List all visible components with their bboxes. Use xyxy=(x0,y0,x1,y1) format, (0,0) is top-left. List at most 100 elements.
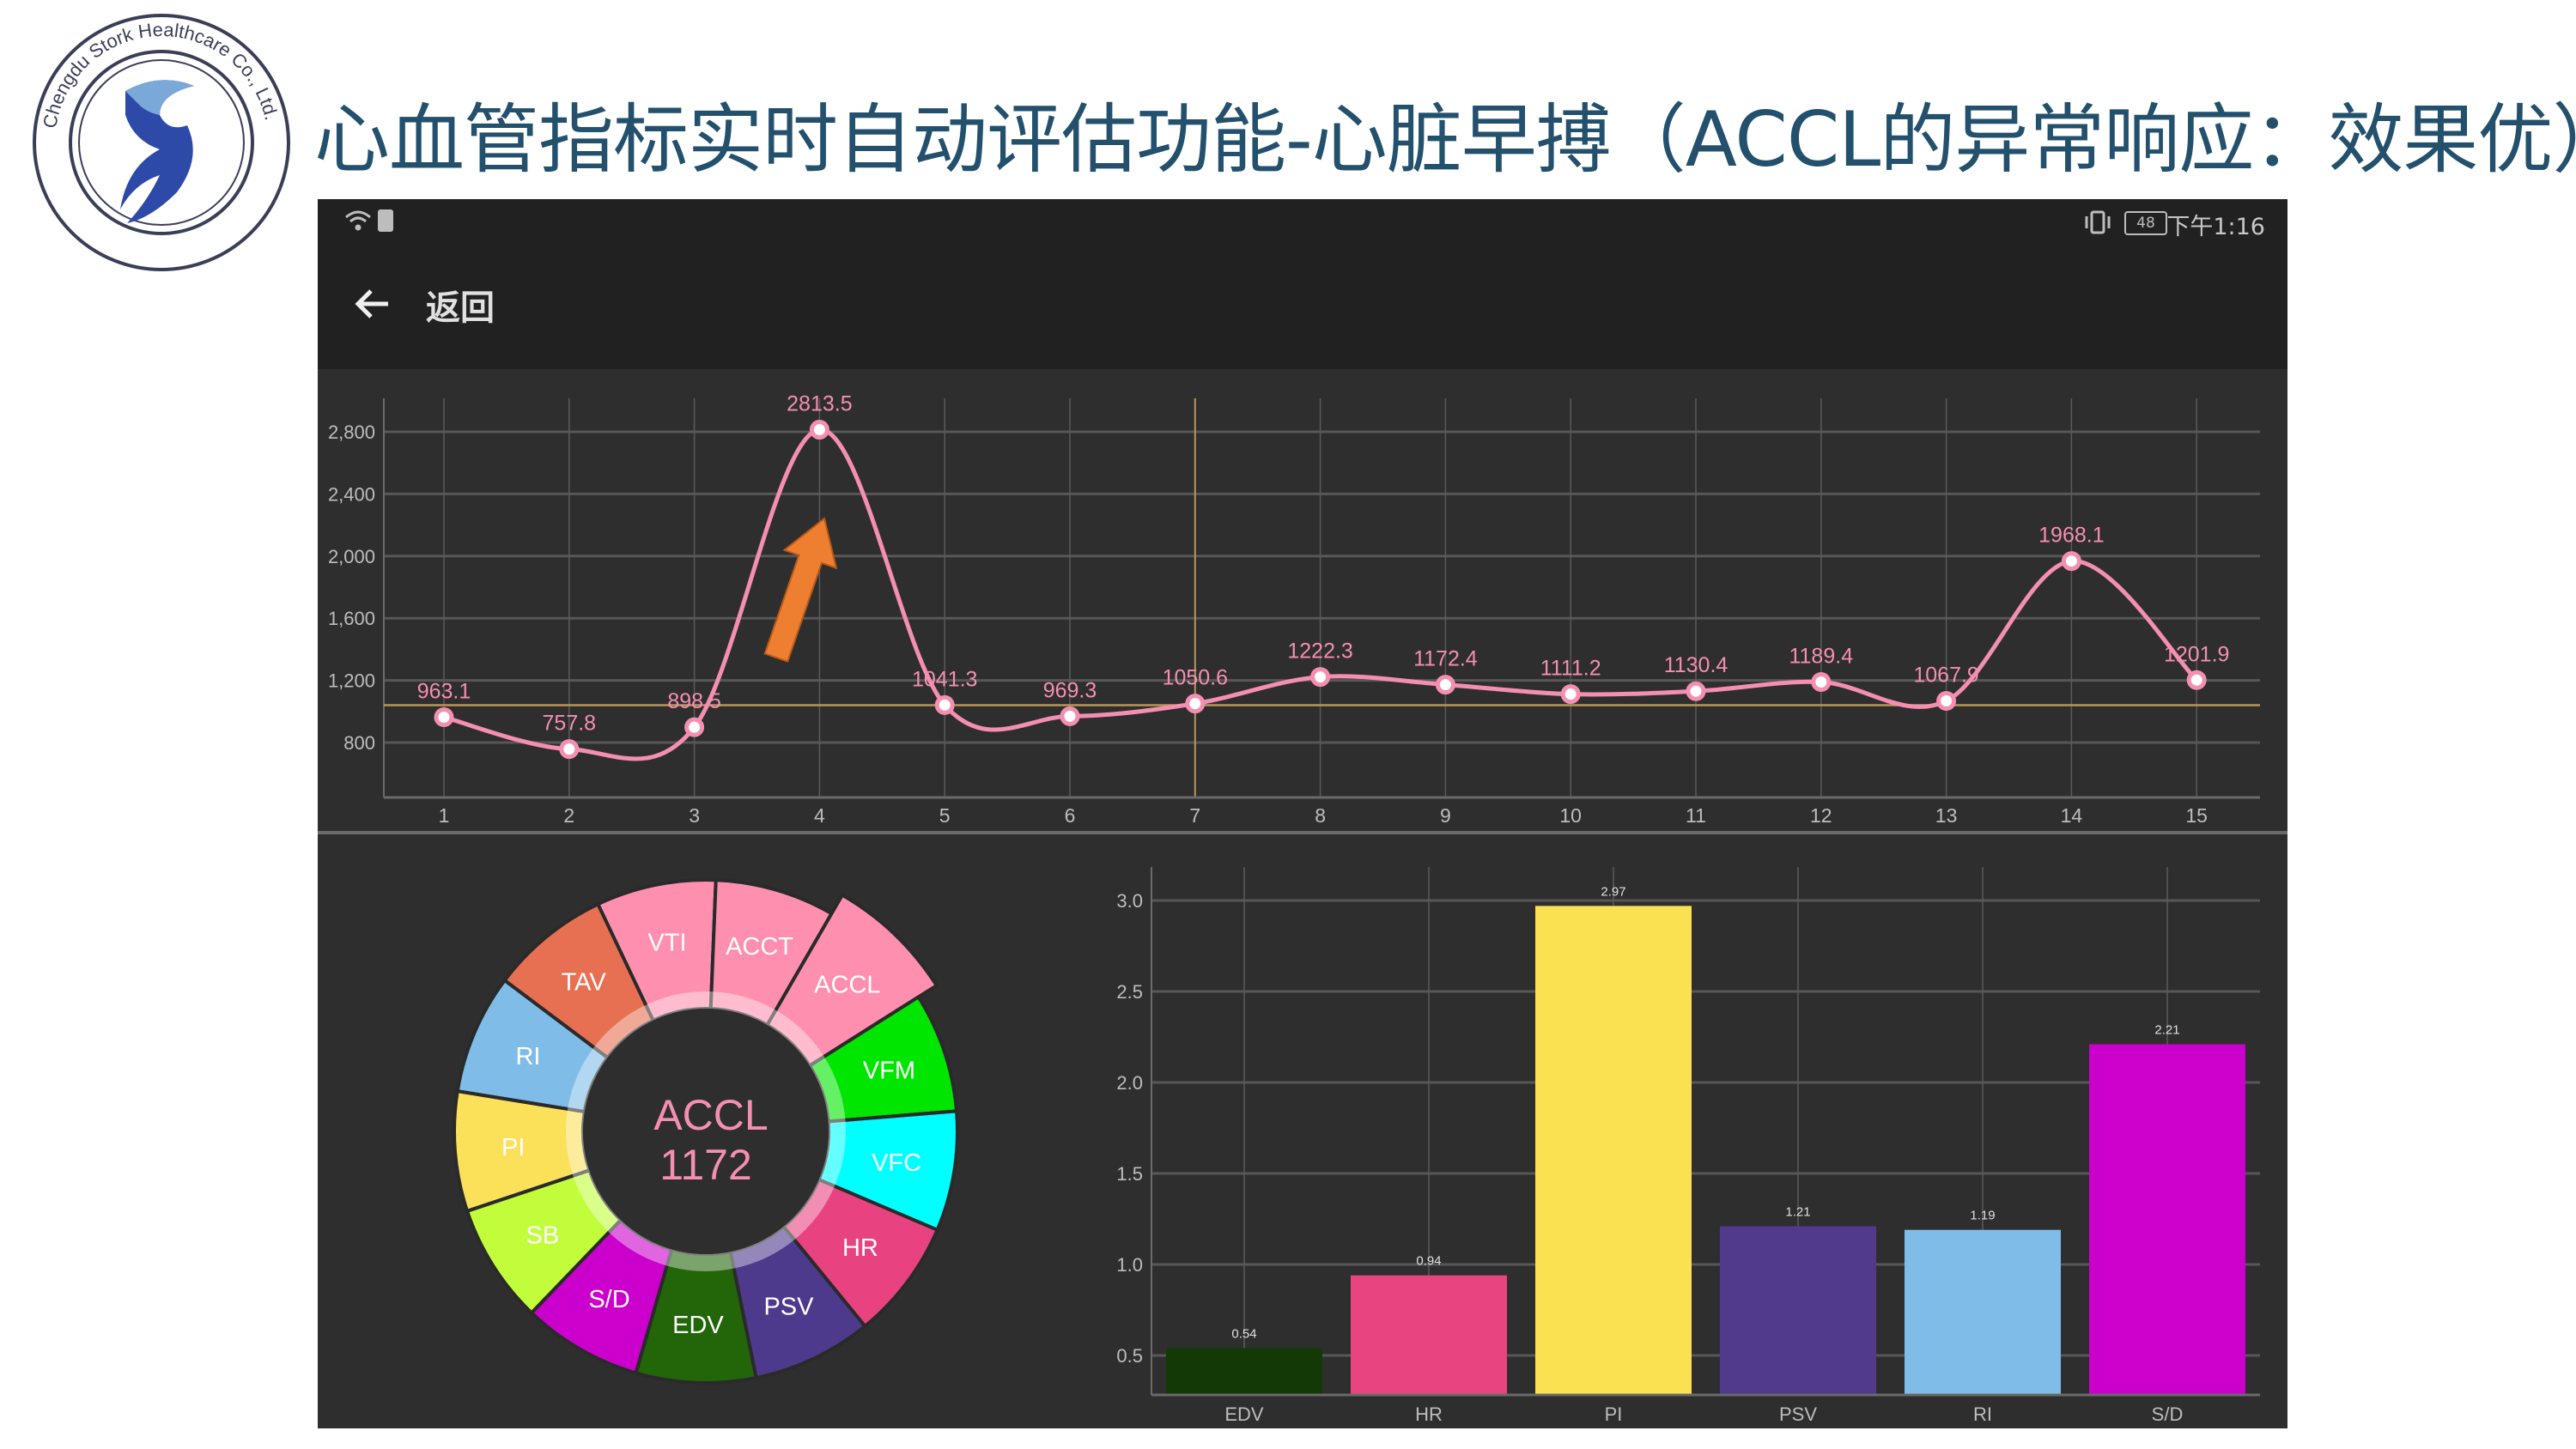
data-point xyxy=(1060,706,1080,726)
x-tick-label: 1 xyxy=(439,804,450,827)
y-tick-label: 1.0 xyxy=(1116,1254,1143,1276)
device-screen: 48 下午1:16 返回 xyxy=(318,199,2287,1428)
x-tick-label: HR xyxy=(1415,1404,1443,1425)
data-label: 1041.3 xyxy=(912,667,977,691)
data-point xyxy=(1560,684,1581,705)
bar-value-label: 0.54 xyxy=(1231,1327,1256,1342)
data-point xyxy=(1811,672,1832,693)
data-label: 1201.9 xyxy=(2164,642,2229,666)
wheel-segment-label: PI xyxy=(501,1134,525,1161)
data-point xyxy=(1185,694,1206,714)
vibrate-icon xyxy=(2085,210,2111,234)
bar-psv xyxy=(1720,1226,1876,1395)
wheel-segment-label: ACCL xyxy=(814,971,880,998)
x-tick-label: 2 xyxy=(563,804,574,827)
data-label: 2813.5 xyxy=(787,392,852,416)
x-tick-label: 10 xyxy=(1559,804,1582,827)
bar-value-label: 0.94 xyxy=(1416,1254,1441,1269)
x-tick-label: 12 xyxy=(1810,804,1832,827)
bar-chart: 0.5 1.0 1.5 2.0 2.5 3.0 0.54 EDV 0.94 HR 2.97 PI 1.2… xyxy=(1116,867,2260,1425)
data-label: 1130.4 xyxy=(1664,653,1728,677)
x-tick-label: 6 xyxy=(1065,804,1076,827)
info-icon xyxy=(378,209,393,232)
y-tick-label: 2.5 xyxy=(1116,981,1143,1003)
y-tick-label: 2,000 xyxy=(328,546,375,567)
wheel-segment-label: PSV xyxy=(763,1293,814,1320)
data-point xyxy=(2186,670,2207,690)
x-tick-label: 8 xyxy=(1315,804,1326,827)
selected-indicator-value: 1172 xyxy=(659,1141,752,1189)
data-line xyxy=(443,427,2198,761)
battery-icon: 48 xyxy=(2124,211,2167,235)
bar-ri xyxy=(1905,1229,2061,1395)
data-label: 898.5 xyxy=(667,689,721,713)
page-title: 心血管指标实时自动评估功能-心脏早搏（ACCL的异常响应：效果优） xyxy=(314,95,2576,184)
selected-indicator-label: ACCL xyxy=(653,1091,768,1139)
divider xyxy=(318,831,2287,834)
wheel-segment-label: S/D xyxy=(588,1286,629,1313)
x-tick-label: PI xyxy=(1605,1404,1623,1425)
wheel-center xyxy=(583,1009,829,1254)
data-point xyxy=(1936,691,1957,712)
x-tick-label: PSV xyxy=(1779,1404,1817,1425)
wheel-segment-label: VTI xyxy=(647,930,686,957)
bar-edv xyxy=(1166,1348,1322,1395)
data-point xyxy=(2061,551,2081,572)
toolbar: 返回 xyxy=(318,246,2287,369)
data-label: 1968.1 xyxy=(2038,524,2104,548)
wifi-icon xyxy=(345,210,371,231)
x-tick-label: 14 xyxy=(2061,804,2083,827)
data-point xyxy=(934,694,955,715)
data-point xyxy=(684,717,705,737)
data-point xyxy=(559,739,580,760)
wheel-segment-label: VFM xyxy=(863,1058,915,1085)
bar-value-label: 2.21 xyxy=(2154,1022,2179,1037)
data-point xyxy=(809,420,829,440)
y-tick-label: 800 xyxy=(343,732,375,754)
indicator-wheel[interactable]: VTI ACCT ACCL VFM VFC HR PSV EDV S/D SB PI RI TAV ACC… xyxy=(429,855,996,1422)
data-label: 1111.2 xyxy=(1540,657,1601,681)
x-tick-label: 4 xyxy=(814,804,825,827)
wheel-segment-label: VFC xyxy=(872,1149,921,1177)
x-tick-label: 15 xyxy=(2185,804,2208,827)
wheel-inner-ring xyxy=(566,991,846,1271)
y-tick-label: 2,800 xyxy=(328,421,375,443)
wheel-segment-label: SB xyxy=(526,1222,560,1249)
bar-value-label: 2.97 xyxy=(1601,884,1625,899)
y-tick-label: 1,200 xyxy=(328,670,375,692)
x-tick-label: RI xyxy=(1973,1404,1992,1425)
y-tick-label: 3.0 xyxy=(1116,890,1143,912)
data-label: 1222.3 xyxy=(1287,640,1352,664)
wheel-segment-label: HR xyxy=(842,1234,878,1262)
bar-value-label: 1.21 xyxy=(1785,1204,1810,1219)
wheel-segment-label: EDV xyxy=(672,1312,724,1339)
y-tick-label: 0.5 xyxy=(1116,1345,1143,1367)
company-logo: Chengdu Stork Healthcare Co., Ltd. xyxy=(33,14,290,271)
data-point xyxy=(434,706,454,727)
wheel-segment-label: TAV xyxy=(562,969,607,997)
data-label: 1050.6 xyxy=(1163,666,1228,690)
y-tick-label: 1,600 xyxy=(328,608,375,629)
x-tick-label: 5 xyxy=(939,804,951,827)
data-label: 963.1 xyxy=(417,679,471,703)
x-tick-label: 9 xyxy=(1440,804,1451,827)
bar-pi xyxy=(1535,906,1692,1395)
x-tick-label: EDV xyxy=(1224,1404,1264,1425)
bar-hr xyxy=(1351,1275,1507,1395)
y-tick-label: 2.0 xyxy=(1116,1072,1143,1094)
back-button[interactable]: 返回 xyxy=(426,288,495,328)
arrow-left-icon[interactable] xyxy=(354,285,392,323)
data-label: 1172.4 xyxy=(1413,647,1478,671)
bar-value-label: 1.19 xyxy=(1970,1209,1995,1223)
bar-sd xyxy=(2089,1044,2245,1395)
data-label: 757.8 xyxy=(543,712,597,736)
x-tick-label: 3 xyxy=(689,804,700,827)
x-tick-label: 11 xyxy=(1686,804,1706,827)
data-point xyxy=(1435,675,1455,695)
status-bar: 48 下午1:16 xyxy=(318,199,2287,246)
wheel-segment-label: ACCT xyxy=(726,933,793,961)
y-tick-label: 2,400 xyxy=(328,483,375,505)
status-time: 下午1:16 xyxy=(2166,214,2265,240)
x-tick-label: 13 xyxy=(1935,804,1958,827)
